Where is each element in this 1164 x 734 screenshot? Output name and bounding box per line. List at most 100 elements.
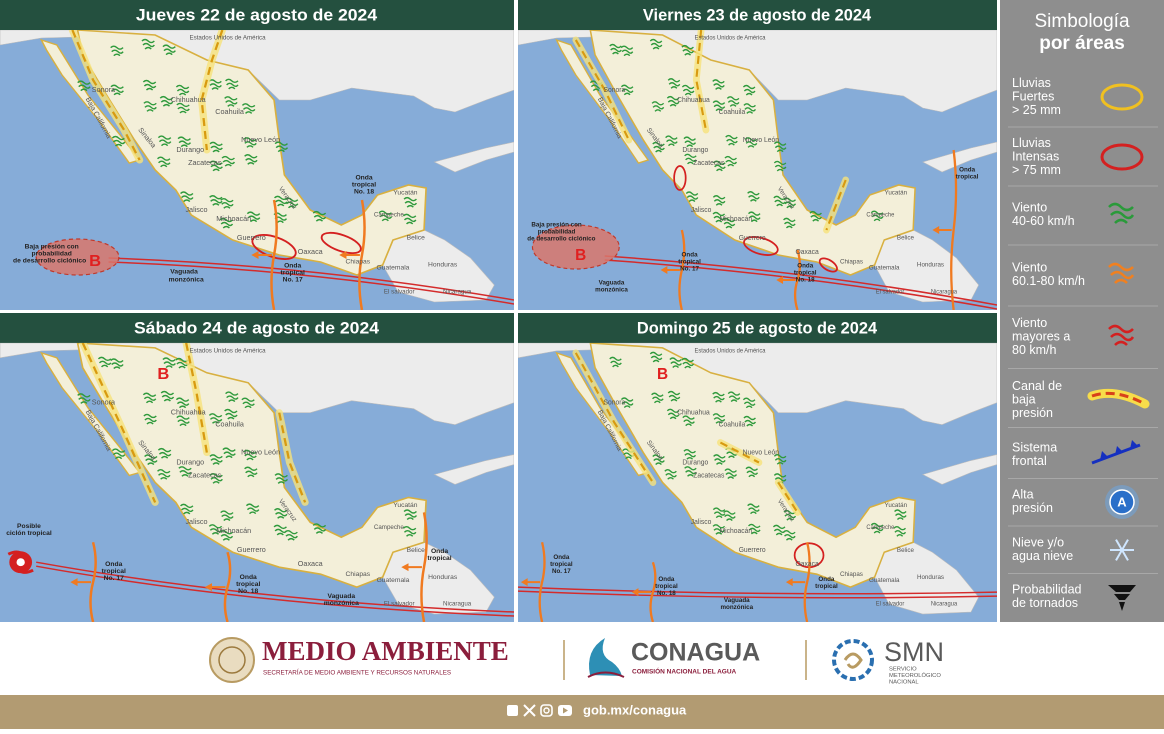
wind-icon — [683, 449, 697, 460]
low-pressure-symbol: B — [657, 366, 668, 383]
place-label: Chihuahua — [677, 409, 710, 416]
monsoon-trough — [108, 257, 514, 301]
baja-land — [39, 38, 141, 164]
panel-title: Sábado 24 de agosto de 2024 — [134, 318, 379, 338]
wind-icon — [175, 84, 190, 96]
wave-arrowhead — [520, 578, 528, 587]
feature-label: tropical — [655, 583, 678, 590]
wind-icon — [142, 79, 157, 91]
feature-label: No. 18 — [238, 588, 258, 595]
place-label: Nuevo León — [241, 136, 280, 144]
conagua-subtitle: COMISIÓN NACIONAL DEL AGUA — [632, 667, 737, 676]
place-label: Jalisco — [691, 207, 712, 214]
feature-label: monzónica — [324, 600, 359, 607]
wind-icon — [402, 526, 417, 537]
place-label: Belice — [897, 547, 914, 554]
wind-icon — [157, 447, 172, 459]
place-label: Coahuila — [215, 421, 244, 429]
place-label: Guatemala — [869, 577, 900, 584]
wind-icon — [157, 469, 171, 480]
footer-url: gob.mx/conagua — [583, 702, 687, 717]
wind-icon — [870, 210, 884, 222]
tropical-wave — [649, 561, 657, 622]
wind-icon — [180, 191, 194, 203]
feature-label: Posible — [17, 523, 41, 530]
cuba — [433, 141, 514, 173]
place-label: Guerrero — [237, 234, 266, 242]
trough-line — [574, 352, 654, 484]
place-label: Coahuila — [719, 109, 746, 116]
wind-icon — [284, 530, 298, 541]
wind-icon — [162, 44, 176, 56]
smn-logo — [832, 639, 874, 681]
place-label: Oaxaca — [298, 248, 323, 256]
place-label: Yucatán — [393, 502, 418, 509]
smn-name: SMN — [884, 637, 944, 667]
wind-icon — [684, 466, 697, 477]
wind-icon — [727, 391, 741, 403]
wind-icon — [773, 454, 787, 465]
wind-icon — [651, 101, 665, 112]
trough-line — [777, 481, 799, 513]
wind-icon — [744, 137, 758, 148]
wind-icon — [209, 160, 223, 172]
feature-label: Vaguada — [724, 597, 750, 604]
legend-icon — [1091, 391, 1146, 406]
wind-icon — [243, 137, 257, 148]
place-label: Coahuila — [215, 108, 244, 116]
place-label: Belice — [407, 547, 426, 554]
low-pressure-symbol: B — [157, 365, 169, 383]
wave-arrowhead — [401, 563, 409, 572]
wind-icon — [742, 397, 756, 409]
legend-label: Lluvias — [1012, 136, 1051, 150]
legend-icon — [1108, 202, 1135, 224]
tropical-wave — [803, 541, 811, 622]
feature-label: No. 18 — [354, 189, 374, 196]
place-label: Michoacán — [720, 216, 753, 223]
wind-icon — [77, 80, 91, 92]
wind-icon — [893, 526, 907, 537]
monsoon-trough — [36, 565, 514, 617]
wind-icon — [178, 466, 192, 477]
place-label: Michoacán — [216, 527, 251, 535]
semarnat-seal — [209, 637, 255, 683]
place-label: Jalisco — [185, 206, 207, 214]
legend-label: Nieve y/o — [1012, 536, 1064, 550]
wave-arrowhead — [660, 266, 668, 274]
wind-icon — [783, 197, 797, 209]
x-icon — [523, 704, 536, 717]
wind-icon — [652, 141, 665, 153]
low-pressure-area — [35, 238, 120, 276]
place-label: Sonora — [604, 399, 626, 406]
trough-line — [825, 179, 847, 231]
wind-icon — [224, 408, 238, 420]
wind-icon — [667, 390, 681, 402]
wind-icon — [726, 96, 740, 107]
wind-icon — [241, 397, 255, 409]
legend-label: de tornados — [1012, 596, 1078, 610]
panel-title-bar — [0, 0, 514, 30]
trough-line — [200, 29, 224, 151]
place-label: Chihuahua — [171, 409, 206, 417]
wind-icon — [77, 393, 91, 404]
wind-icon — [723, 510, 736, 522]
feature-label: tropical — [427, 555, 451, 562]
monsoon-trough — [604, 259, 997, 310]
legend-label: Intensas — [1012, 149, 1059, 163]
wind-icon — [651, 392, 664, 404]
cuba — [921, 454, 997, 485]
place-label: Honduras — [917, 574, 944, 581]
wind-icon — [225, 78, 239, 90]
wind-icon — [712, 100, 726, 112]
wind-icon — [712, 79, 725, 90]
place-label: Chiapas — [840, 571, 863, 578]
wind-icon — [143, 101, 157, 112]
place-label: Yucatán — [885, 502, 908, 509]
legend-icon-label: A — [1117, 494, 1127, 509]
trough-line — [71, 29, 141, 161]
instagram-icon — [540, 704, 553, 717]
place-label: Guatemala — [377, 577, 410, 584]
mexico-land — [589, 342, 916, 588]
wind-icon — [246, 211, 261, 223]
